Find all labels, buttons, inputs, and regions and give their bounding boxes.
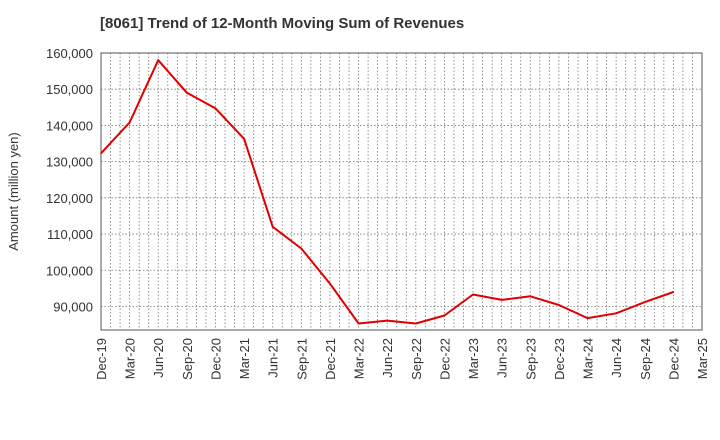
- x-tick-label: Dec-20: [208, 338, 223, 380]
- data-point: [271, 226, 274, 228]
- x-tick-label: Sep-24: [638, 338, 653, 380]
- y-tick-label: 110,000: [47, 227, 93, 242]
- x-tick-label: Mar-20: [123, 338, 138, 379]
- y-tick-label: 160,000: [46, 46, 93, 61]
- data-point: [243, 138, 245, 140]
- grid-lines: [101, 52, 702, 330]
- data-point: [615, 312, 617, 315]
- x-tick-label: Mar-23: [466, 338, 481, 379]
- data-point: [558, 304, 560, 306]
- x-tick-label: Dec-19: [94, 338, 109, 380]
- chart-title: [8061] Trend of 12-Month Moving Sum of R…: [100, 15, 465, 32]
- x-tick-label: Mar-25: [695, 338, 710, 379]
- y-tick-label: 150,000: [46, 82, 93, 97]
- data-point: [100, 152, 102, 155]
- y-tick-label: 130,000: [46, 155, 93, 170]
- data-point: [415, 322, 417, 325]
- x-tick-label: Dec-22: [437, 338, 452, 380]
- y-tick-label: 120,000: [46, 191, 93, 206]
- x-axis-tick-labels: Dec-19 Mar-20 Jun-20 Sep-20 Dec-20 Mar-21 Jun-…: [94, 338, 710, 380]
- plot-area: [100, 52, 703, 331]
- x-tick-label: Jun-22: [380, 338, 395, 378]
- x-tick-label: Dec-21: [323, 338, 338, 380]
- data-point: [586, 317, 589, 319]
- x-tick-label: Jun-20: [151, 338, 166, 378]
- x-tick-label: Jun-23: [495, 338, 510, 378]
- data-point: [357, 322, 360, 325]
- data-point: [643, 301, 646, 303]
- data-point: [500, 299, 503, 301]
- x-tick-label: Sep-20: [180, 338, 195, 380]
- y-tick-label: 140,000: [46, 118, 93, 133]
- data-point: [386, 319, 388, 322]
- data-point: [214, 107, 217, 110]
- x-tick-label: Dec-24: [666, 338, 681, 380]
- x-tick-label: Sep-23: [523, 338, 538, 380]
- y-tick-label: 90,000: [53, 299, 93, 314]
- y-axis-tick-labels: 90,000 100,000 110,000 120,000 130,000 140,00…: [46, 46, 93, 314]
- data-point: [672, 291, 675, 293]
- data-point: [443, 314, 446, 317]
- x-tick-label: Mar-24: [581, 338, 596, 379]
- data-point: [128, 121, 131, 124]
- y-axis-title: Amount (million yen): [6, 132, 21, 251]
- x-tick-label: Sep-22: [409, 338, 424, 380]
- data-point: [157, 59, 160, 62]
- x-tick-label: Dec-23: [552, 338, 567, 380]
- series-layer: [100, 59, 675, 325]
- x-tick-label: Mar-21: [237, 338, 252, 379]
- x-tick-label: Sep-21: [294, 338, 309, 380]
- y-tick-label: 100,000: [46, 263, 93, 278]
- x-tick-label: Mar-22: [352, 338, 367, 379]
- x-tick-label: Jun-24: [609, 338, 624, 378]
- data-point: [300, 247, 303, 250]
- data-point: [529, 295, 532, 298]
- data-point: [186, 92, 188, 94]
- data-point: [329, 282, 331, 285]
- data-point: [472, 293, 474, 296]
- x-tick-label: Jun-21: [266, 338, 281, 378]
